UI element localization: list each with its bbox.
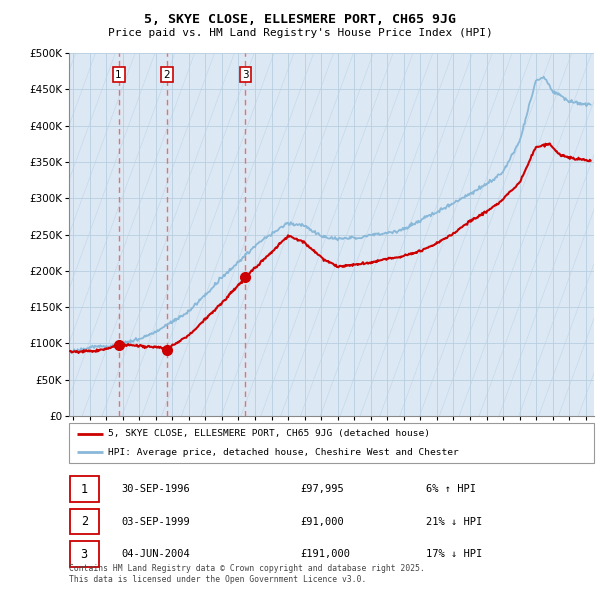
Text: 04-JUN-2004: 04-JUN-2004	[121, 549, 190, 559]
Text: £91,000: £91,000	[300, 517, 344, 526]
Text: 30-SEP-1996: 30-SEP-1996	[121, 484, 190, 494]
FancyBboxPatch shape	[70, 541, 99, 567]
Text: 3: 3	[80, 548, 88, 560]
Text: 1: 1	[80, 483, 88, 496]
FancyBboxPatch shape	[69, 423, 594, 463]
Text: 1: 1	[115, 70, 122, 80]
Text: 2: 2	[164, 70, 170, 80]
Text: 6% ↑ HPI: 6% ↑ HPI	[426, 484, 476, 494]
Text: 17% ↓ HPI: 17% ↓ HPI	[426, 549, 482, 559]
Text: 2: 2	[80, 515, 88, 528]
FancyBboxPatch shape	[70, 509, 99, 535]
Text: 5, SKYE CLOSE, ELLESMERE PORT, CH65 9JG (detached house): 5, SKYE CLOSE, ELLESMERE PORT, CH65 9JG …	[109, 430, 430, 438]
Text: HPI: Average price, detached house, Cheshire West and Chester: HPI: Average price, detached house, Ches…	[109, 448, 459, 457]
Text: £97,995: £97,995	[300, 484, 344, 494]
Text: £191,000: £191,000	[300, 549, 350, 559]
Text: Contains HM Land Registry data © Crown copyright and database right 2025.: Contains HM Land Registry data © Crown c…	[69, 565, 425, 573]
Text: 5, SKYE CLOSE, ELLESMERE PORT, CH65 9JG: 5, SKYE CLOSE, ELLESMERE PORT, CH65 9JG	[144, 13, 456, 26]
Text: 03-SEP-1999: 03-SEP-1999	[121, 517, 190, 526]
Text: This data is licensed under the Open Government Licence v3.0.: This data is licensed under the Open Gov…	[69, 575, 367, 584]
Text: 3: 3	[242, 70, 249, 80]
Text: Price paid vs. HM Land Registry's House Price Index (HPI): Price paid vs. HM Land Registry's House …	[107, 28, 493, 38]
FancyBboxPatch shape	[70, 476, 99, 502]
Text: 21% ↓ HPI: 21% ↓ HPI	[426, 517, 482, 526]
